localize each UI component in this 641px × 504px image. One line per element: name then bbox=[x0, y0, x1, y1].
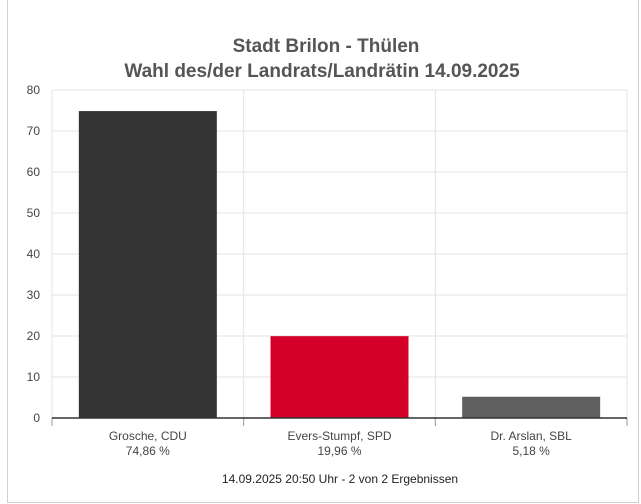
bars bbox=[78, 111, 601, 418]
chart-footer: 14.09.2025 20:50 Uhr - 2 von 2 Ergebniss… bbox=[222, 472, 458, 486]
x-category-label: Dr. Arslan, SBL bbox=[490, 429, 572, 443]
x-percent-label: 19,96 % bbox=[317, 444, 361, 458]
x-category-label: Evers-Stumpf, SPD bbox=[287, 429, 391, 443]
y-tick-label: 80 bbox=[27, 83, 41, 97]
x-percent-label: 5,18 % bbox=[512, 444, 550, 458]
chart-subtitle: Wahl des/der Landrats/Landrätin 14.09.20… bbox=[124, 61, 520, 82]
y-axis-ticks: 0 10 20 30 40 50 60 70 80 bbox=[27, 83, 41, 425]
y-tick-label: 40 bbox=[27, 247, 41, 261]
y-tick-label: 10 bbox=[27, 370, 41, 384]
y-tick-label: 50 bbox=[27, 206, 41, 220]
bar-3[interactable] bbox=[462, 396, 601, 418]
y-tick-label: 60 bbox=[27, 165, 41, 179]
x-percent-label: 74,86 % bbox=[126, 444, 170, 458]
bar-2[interactable] bbox=[270, 336, 409, 418]
bar-1[interactable] bbox=[78, 111, 217, 418]
chart-title: Stadt Brilon - Thülen bbox=[233, 36, 420, 57]
y-tick-label: 0 bbox=[33, 411, 40, 425]
y-tick-label: 30 bbox=[27, 288, 41, 302]
y-tick-label: 70 bbox=[27, 124, 41, 138]
chart-frame bbox=[7, 0, 639, 503]
x-category-label: Grosche, CDU bbox=[109, 429, 187, 443]
y-tick-label: 20 bbox=[27, 329, 41, 343]
